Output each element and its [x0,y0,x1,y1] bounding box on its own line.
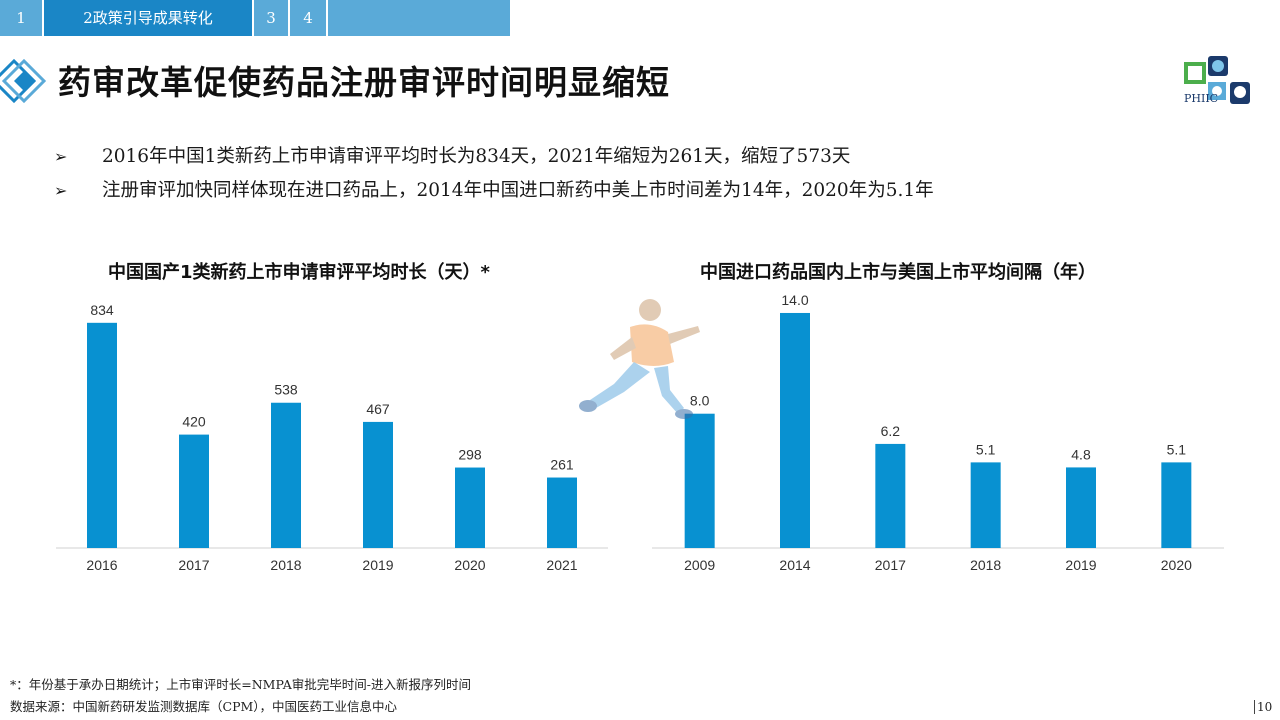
x-tick-label: 2014 [779,557,810,573]
x-tick-label: 2016 [86,557,117,573]
value-label: 5.1 [1167,441,1187,457]
bullet-item: ➢ 注册审评加快同样体现在进口药品上，2014年中国进口新药中美上市时间差为14年… [54,176,934,202]
x-tick-label: 2020 [1161,557,1192,573]
x-tick-label: 2018 [270,557,301,573]
left-bar-chart: 834 2016 420 2017 538 2018 467 2019 298 2020 261 20… [56,302,608,573]
bar-2019 [363,421,393,548]
value-label: 467 [366,401,390,417]
bar-2014 [780,312,810,548]
x-tick-label: 2021 [546,557,577,573]
bullet-arrow-icon: ➢ [54,181,68,200]
nav-tab-4[interactable]: 4 [303,9,313,27]
x-tick-label: 2019 [362,557,393,573]
x-tick-label: 2018 [970,557,1001,573]
x-tick-label: 2017 [875,557,906,573]
footnote: *：年份基于承办日期统计；上市审评时长=NMPA审批完毕时间-进入新报序列时间 [10,677,471,692]
value-label: 834 [90,302,114,318]
data-source: 数据来源：中国新药研发监测数据库（CPM），中国医药工业信息中心 [10,699,398,714]
x-tick-label: 2009 [684,557,715,573]
value-label: 298 [458,447,482,463]
bullet-text: 注册审评加快同样体现在进口药品上，2014年中国进口新药中美上市时间差为14年，… [102,180,934,201]
bullet-text: 2016年中国1类新药上市申请审评平均时长为834天，2021年缩短为261天，… [102,146,851,167]
value-label: 538 [274,382,298,398]
bar-2021 [547,477,577,548]
top-nav: 1 2政策引导成果转化 3 4 [0,0,510,36]
nav-tab-3[interactable]: 3 [266,9,276,27]
diamond-logo-icon [0,58,47,104]
right-chart-title: 中国进口药品国内上市与美国上市平均间隔（年） [700,262,1096,283]
nav-divider [252,0,254,36]
phiic-logo-icon [1184,56,1250,104]
bar-2017 [875,443,906,548]
x-tick-label: 2020 [454,557,485,573]
value-label: 420 [182,414,206,430]
x-tick-label: 2019 [1065,557,1096,573]
brand-name: PHIIC [1184,92,1219,105]
bar-2009 [684,413,715,548]
bar-2016 [87,322,117,548]
bar-2018 [970,462,1001,548]
value-label: 6.2 [881,423,901,439]
value-label: 14.0 [781,292,808,308]
bullet-arrow-icon: ➢ [54,147,68,166]
nav-divider [42,0,44,36]
value-label: 261 [550,457,574,473]
page-title: 药审改革促使药品注册审评时间明显缩短 [58,63,670,102]
nav-divider [288,0,290,36]
value-label: 5.1 [976,441,996,457]
nav-tab-2[interactable]: 2政策引导成果转化 [44,0,252,36]
right-bar-chart: 8.0 2009 14.0 2014 6.2 2017 5.1 2018 4.8 2019 5.1 2… [652,292,1224,573]
x-tick-label: 2017 [178,557,209,573]
nav-divider [326,0,328,36]
runner-illustration-icon [579,299,700,419]
left-chart-title: 中国国产1类新药上市申请审评平均时长（天）* [108,262,490,283]
value-label: 4.8 [1071,446,1091,462]
bar-2019 [1066,467,1096,548]
page-number: 10 [1254,700,1272,714]
bar-2018 [271,402,301,548]
bar-2020 [455,467,485,548]
bar-2020 [1161,462,1192,548]
nav-tab-1[interactable]: 1 [16,9,26,27]
value-label: 8.0 [690,393,710,409]
bullet-item: ➢ 2016年中国1类新药上市申请审评平均时长为834天，2021年缩短为261天… [54,142,850,168]
bar-2017 [179,434,209,548]
